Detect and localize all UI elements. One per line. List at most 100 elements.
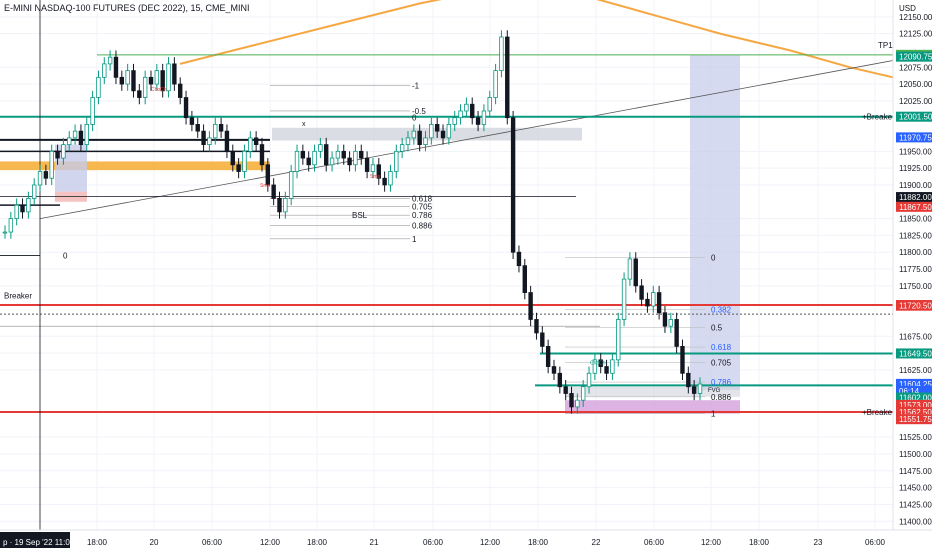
candle-body bbox=[248, 137, 253, 152]
moving-average-line bbox=[179, 0, 894, 79]
candle-body bbox=[341, 150, 346, 159]
candle-body bbox=[195, 124, 200, 132]
time-tick-label: 06:00 bbox=[423, 538, 444, 547]
time-start-tag-bg bbox=[0, 532, 70, 548]
candle-body bbox=[510, 117, 516, 253]
fib-label: 0.618 bbox=[412, 194, 433, 203]
candle-body bbox=[563, 386, 568, 394]
candle-body bbox=[178, 83, 183, 98]
fib-label: 0.786 bbox=[711, 378, 732, 387]
candle-body bbox=[84, 124, 89, 146]
price-axis-bg bbox=[893, 0, 932, 550]
candle-body bbox=[90, 97, 95, 125]
candle-body bbox=[148, 76, 154, 85]
price-tag-label: 11720.50 bbox=[899, 302, 932, 311]
price-tag-label: 11970.75 bbox=[899, 133, 932, 142]
trend-line bbox=[39, 60, 894, 219]
price-tag-bg bbox=[896, 348, 932, 359]
candle-body bbox=[294, 150, 300, 172]
price-tick-label: 12025.00 bbox=[899, 97, 932, 106]
candle-body bbox=[580, 386, 586, 401]
candle-body bbox=[43, 171, 49, 179]
candle-body bbox=[470, 103, 475, 119]
price-tag-label: 11882.00 bbox=[899, 193, 932, 202]
candle-body bbox=[49, 150, 54, 179]
annotation-label: FVG bbox=[708, 388, 721, 394]
candle-body bbox=[668, 319, 673, 327]
candle-body bbox=[423, 137, 428, 146]
candle-body bbox=[335, 150, 341, 159]
candle-body bbox=[172, 63, 177, 85]
candle-body bbox=[318, 144, 323, 152]
fib-label: 0.886 bbox=[412, 221, 433, 230]
price-tick-label: 11925.00 bbox=[899, 164, 932, 173]
fib-label: 1 bbox=[711, 410, 716, 419]
candle-body bbox=[137, 90, 142, 98]
candle-body bbox=[639, 285, 644, 300]
candle-body bbox=[370, 164, 376, 172]
price-tag-bg bbox=[896, 385, 932, 396]
fib-label: 0.886 bbox=[711, 393, 732, 402]
price-tag-label: 11604.25 bbox=[899, 380, 932, 389]
price-tick-label: 11525.00 bbox=[899, 433, 932, 442]
candle-body bbox=[429, 124, 434, 139]
price-tick-label: 12075.00 bbox=[899, 63, 932, 72]
candle-body bbox=[691, 386, 697, 394]
price-tick-label: 11675.00 bbox=[899, 332, 932, 341]
price-tag-bg bbox=[896, 201, 932, 212]
candle-body bbox=[633, 258, 638, 287]
price-tag-label: 12001.50 bbox=[899, 113, 932, 122]
time-tick-label: 06:00 bbox=[644, 538, 665, 547]
candle-body bbox=[452, 117, 457, 125]
candle-body bbox=[189, 117, 195, 125]
candle-body bbox=[131, 70, 136, 92]
candle-body bbox=[645, 298, 650, 307]
candle-body bbox=[201, 130, 206, 146]
candle-body bbox=[347, 157, 352, 166]
candle-body bbox=[674, 319, 679, 347]
candle-body bbox=[218, 124, 224, 132]
candle-body bbox=[405, 137, 411, 146]
candle-body bbox=[67, 137, 72, 146]
price-tick-label: 11850.00 bbox=[899, 215, 932, 224]
fib-label: -1 bbox=[412, 81, 420, 90]
chart-title: E-MINI NASDAQ-100 FUTURES (DEC 2022), 15… bbox=[4, 3, 250, 13]
candle-body bbox=[224, 130, 230, 152]
candle-body bbox=[2, 231, 8, 234]
candle-body bbox=[394, 150, 399, 172]
candle-body bbox=[616, 319, 621, 361]
price-tag-label: 06:14 bbox=[899, 387, 920, 396]
time-tick-label: 12:00 bbox=[480, 538, 501, 547]
fib-label: 0.382 bbox=[711, 305, 732, 314]
candle-body bbox=[388, 171, 393, 186]
candle-body bbox=[119, 76, 125, 85]
price-tag-bg bbox=[896, 392, 932, 403]
price-tick-label: 11775.00 bbox=[899, 265, 932, 274]
candle-body bbox=[96, 76, 101, 98]
candle-body bbox=[516, 251, 522, 267]
blue-zone-left bbox=[55, 144, 87, 192]
candle-body bbox=[545, 345, 551, 367]
time-tick-label: 22 bbox=[592, 538, 601, 547]
price-tag-bg bbox=[896, 192, 932, 203]
annotation-label: Sms bbox=[370, 174, 381, 180]
candle-body bbox=[569, 393, 574, 408]
price-tick-label: 11750.00 bbox=[899, 282, 932, 291]
price-tag-label: 11649.50 bbox=[899, 349, 932, 358]
time-tick-label: 06:00 bbox=[202, 538, 223, 547]
price-tag-label: 12090.75 bbox=[899, 53, 932, 62]
fib-label: 1 bbox=[412, 235, 417, 244]
price-tag-label: 11602.00 bbox=[899, 394, 932, 403]
candle-body bbox=[399, 144, 405, 152]
fib-label: 0.705 bbox=[711, 359, 732, 368]
candle-body bbox=[551, 366, 557, 374]
candle-body bbox=[37, 171, 43, 186]
price-tag-bg bbox=[896, 414, 932, 425]
purple-zone bbox=[565, 400, 740, 414]
price-tick-label: 11800.00 bbox=[899, 248, 932, 257]
time-tick-label: 23 bbox=[814, 538, 823, 547]
candle-body bbox=[440, 130, 446, 139]
candle-body bbox=[353, 150, 358, 166]
candle-body bbox=[475, 117, 481, 125]
